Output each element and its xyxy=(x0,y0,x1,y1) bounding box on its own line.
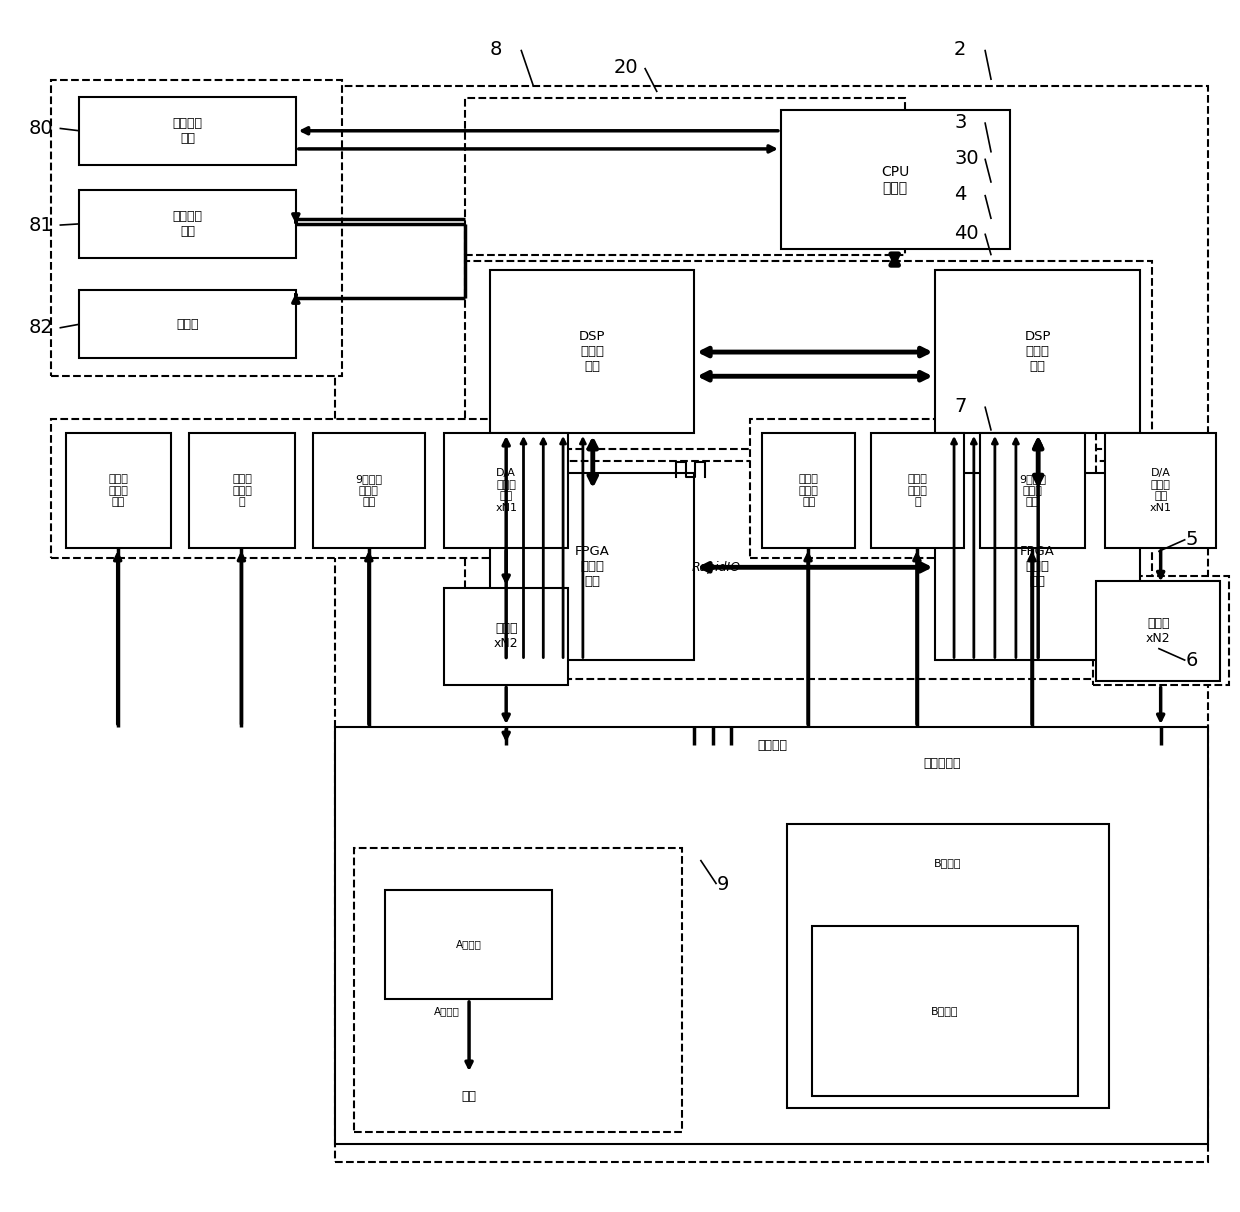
Text: 80: 80 xyxy=(29,119,53,138)
FancyBboxPatch shape xyxy=(490,473,694,661)
FancyBboxPatch shape xyxy=(465,262,1152,448)
Text: 20: 20 xyxy=(614,58,639,78)
FancyBboxPatch shape xyxy=(781,110,1009,250)
FancyBboxPatch shape xyxy=(750,418,1096,558)
Text: 5: 5 xyxy=(1185,530,1198,549)
FancyBboxPatch shape xyxy=(872,433,963,548)
FancyBboxPatch shape xyxy=(79,291,296,358)
Text: 手动控制
模块: 手动控制 模块 xyxy=(172,210,202,238)
Text: 9轴激光
信号采
集卡: 9轴激光 信号采 集卡 xyxy=(356,474,382,507)
Text: DSP
运动控
制卡: DSP 运动控 制卡 xyxy=(1024,330,1050,373)
FancyBboxPatch shape xyxy=(384,890,552,999)
Text: 电气接口: 电气接口 xyxy=(758,738,787,751)
Text: 2: 2 xyxy=(954,40,966,59)
Text: D/A
数模转
换卡
xN1: D/A 数模转 换卡 xN1 xyxy=(495,468,517,513)
FancyBboxPatch shape xyxy=(763,433,856,548)
Text: 驱动器
xN2: 驱动器 xN2 xyxy=(1146,617,1171,645)
Text: 单台: 单台 xyxy=(461,1091,476,1103)
Text: 30: 30 xyxy=(954,149,978,168)
Text: B粗动台: B粗动台 xyxy=(934,858,961,868)
Text: 光栅信
号采集
卡: 光栅信 号采集 卡 xyxy=(908,474,928,507)
FancyBboxPatch shape xyxy=(353,848,682,1132)
FancyBboxPatch shape xyxy=(79,190,296,258)
Text: FPGA
光纤接
口卡: FPGA 光纤接 口卡 xyxy=(574,545,610,588)
Text: CPU
主控卡: CPU 主控卡 xyxy=(882,165,909,195)
Text: 磁浮工件台: 磁浮工件台 xyxy=(923,756,961,770)
Text: 7: 7 xyxy=(954,398,966,416)
FancyBboxPatch shape xyxy=(490,270,694,433)
FancyBboxPatch shape xyxy=(79,97,296,165)
Text: 警报器: 警报器 xyxy=(176,318,198,331)
FancyBboxPatch shape xyxy=(444,433,568,548)
FancyBboxPatch shape xyxy=(444,588,568,685)
Text: 81: 81 xyxy=(29,216,53,235)
Text: DSP
运动控
制卡: DSP 运动控 制卡 xyxy=(579,330,605,373)
FancyBboxPatch shape xyxy=(812,926,1078,1096)
Text: 9轴激光
信号采
集卡: 9轴激光 信号采 集卡 xyxy=(1019,474,1047,507)
FancyBboxPatch shape xyxy=(51,80,342,376)
FancyBboxPatch shape xyxy=(66,433,171,548)
FancyBboxPatch shape xyxy=(314,433,424,548)
Text: 电涡流
信号采
集卡: 电涡流 信号采 集卡 xyxy=(799,474,818,507)
Text: 4: 4 xyxy=(954,185,966,205)
Text: RapidIO: RapidIO xyxy=(692,561,742,573)
Text: 远程监控
模块: 远程监控 模块 xyxy=(172,116,202,144)
FancyBboxPatch shape xyxy=(190,433,295,548)
Text: 3: 3 xyxy=(954,113,966,132)
Text: 6: 6 xyxy=(1185,651,1198,670)
FancyBboxPatch shape xyxy=(1105,433,1216,548)
Text: 8: 8 xyxy=(490,40,502,59)
FancyBboxPatch shape xyxy=(336,86,1208,1162)
Text: 82: 82 xyxy=(29,319,53,337)
Text: 电涡流
信号采
集卡: 电涡流 信号采 集卡 xyxy=(108,474,128,507)
FancyBboxPatch shape xyxy=(1092,576,1229,685)
Text: 9: 9 xyxy=(717,875,729,893)
Text: D/A
数模转
换卡
xN1: D/A 数模转 换卡 xN1 xyxy=(1149,468,1172,513)
Text: B微动台: B微动台 xyxy=(931,1006,959,1016)
Text: 光栅信
号采集
卡: 光栅信 号采集 卡 xyxy=(232,474,252,507)
FancyBboxPatch shape xyxy=(465,98,904,256)
FancyBboxPatch shape xyxy=(51,418,508,558)
Text: 驱动器
xN2: 驱动器 xN2 xyxy=(494,622,518,650)
FancyBboxPatch shape xyxy=(465,461,1152,679)
Text: A微动台: A微动台 xyxy=(455,939,481,949)
FancyBboxPatch shape xyxy=(935,473,1140,661)
Text: A粗动台: A粗动台 xyxy=(434,1006,460,1016)
Text: FPGA
光纤接
口卡: FPGA 光纤接 口卡 xyxy=(1021,545,1055,588)
FancyBboxPatch shape xyxy=(935,270,1140,433)
FancyBboxPatch shape xyxy=(787,824,1109,1108)
Text: 40: 40 xyxy=(954,224,978,244)
FancyBboxPatch shape xyxy=(336,727,1208,1144)
FancyBboxPatch shape xyxy=(980,433,1085,548)
FancyBboxPatch shape xyxy=(1096,581,1220,681)
